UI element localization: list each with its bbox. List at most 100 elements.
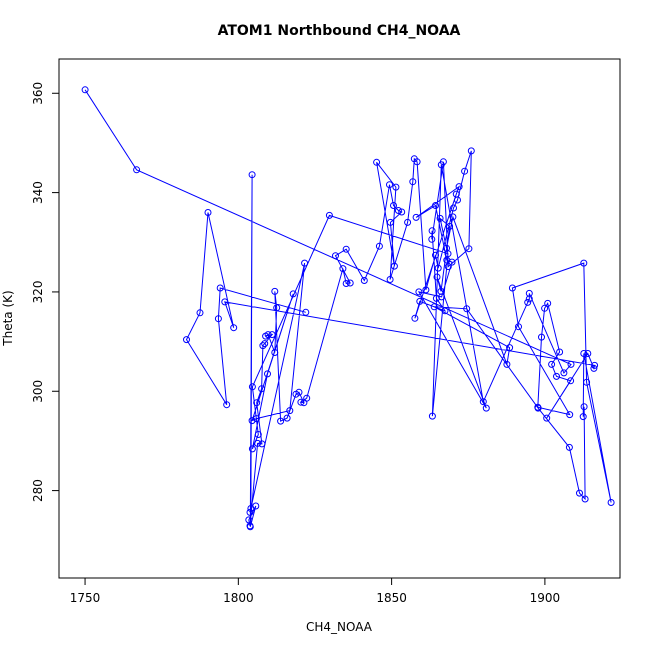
data-point (413, 158, 421, 166)
data-point (297, 398, 305, 406)
x-tick-label: 1850 (376, 591, 407, 605)
data-point (416, 297, 424, 305)
data-point (560, 369, 568, 377)
data-point (548, 360, 556, 368)
data-point (441, 307, 449, 315)
data-point (581, 495, 589, 503)
data-point (566, 411, 574, 419)
data-point (253, 399, 261, 407)
data-point (463, 305, 471, 313)
data-point (444, 263, 452, 271)
data-point (264, 370, 271, 378)
data-point (443, 244, 450, 252)
data-point (271, 287, 279, 295)
data-point (375, 242, 383, 250)
data-point (543, 414, 551, 422)
data-point (525, 295, 533, 303)
data-point (373, 158, 381, 166)
data-point (465, 245, 473, 253)
data-point (452, 190, 460, 198)
data-point (506, 344, 514, 352)
data-point (583, 378, 591, 386)
data-point (439, 158, 447, 166)
data-point (544, 299, 552, 307)
data-point (556, 348, 564, 356)
data-point (214, 315, 222, 323)
data-point (541, 304, 549, 312)
data-point (295, 388, 303, 396)
data-point (482, 404, 490, 412)
data-point (254, 431, 262, 438)
data-point (412, 213, 420, 221)
data-point (432, 202, 439, 209)
data-point (411, 314, 419, 322)
data-point (258, 385, 266, 393)
data-point (449, 213, 457, 221)
series-line (84, 89, 612, 527)
data-point (428, 227, 436, 235)
data-point (503, 360, 511, 368)
data-point (422, 286, 430, 294)
y-tick-label: 320 (31, 280, 45, 303)
data-point (448, 258, 456, 266)
data-point (390, 262, 398, 270)
x-tick-label: 1750 (70, 591, 101, 605)
data-point (433, 273, 441, 281)
y-tick-label: 360 (31, 82, 45, 105)
data-point (567, 377, 575, 385)
data-point (133, 166, 141, 174)
data-point (515, 323, 522, 331)
data-point (183, 336, 190, 344)
x-tick-label: 1800 (223, 591, 254, 605)
data-point (248, 171, 256, 179)
data-point (430, 303, 438, 311)
data-point (258, 440, 266, 448)
data-point (398, 208, 406, 216)
data-point (580, 350, 588, 357)
data-point (437, 287, 445, 295)
data-point (508, 284, 516, 292)
data-point (264, 331, 272, 339)
data-point (428, 412, 436, 420)
data-point (534, 403, 542, 411)
data-point (467, 147, 475, 155)
data-point (286, 407, 294, 415)
data-point (409, 178, 417, 186)
data-point (261, 340, 269, 348)
y-axis-label: Theta (K) (1, 290, 15, 346)
data-point (273, 304, 281, 312)
data-point (360, 277, 368, 284)
data-point (277, 417, 285, 425)
data-point (590, 364, 598, 372)
data-point (246, 508, 254, 516)
series-layer (81, 86, 615, 531)
data-point (342, 245, 350, 253)
data-point (339, 265, 347, 273)
data-point (271, 349, 279, 356)
data-point (415, 288, 423, 296)
data-point (432, 251, 439, 259)
data-point (283, 414, 291, 422)
y-tick-label: 340 (31, 181, 45, 204)
data-point (390, 202, 397, 209)
data-point (565, 443, 573, 451)
data-point (404, 218, 412, 226)
data-point (607, 499, 615, 506)
data-point (579, 413, 587, 421)
data-point (301, 259, 309, 267)
data-point (580, 259, 588, 267)
data-point (325, 211, 333, 219)
data-point (386, 218, 394, 226)
data-point (386, 181, 393, 189)
data-point (268, 331, 276, 339)
y-tick-label: 280 (31, 479, 45, 502)
data-point (303, 394, 311, 402)
data-point (591, 361, 599, 369)
data-point (221, 298, 229, 306)
x-axis: 1750 1800 1850 1900 (70, 578, 560, 605)
x-tick-label: 1900 (530, 591, 561, 605)
data-point (246, 522, 254, 530)
data-point (584, 350, 592, 357)
data-point (524, 298, 532, 306)
